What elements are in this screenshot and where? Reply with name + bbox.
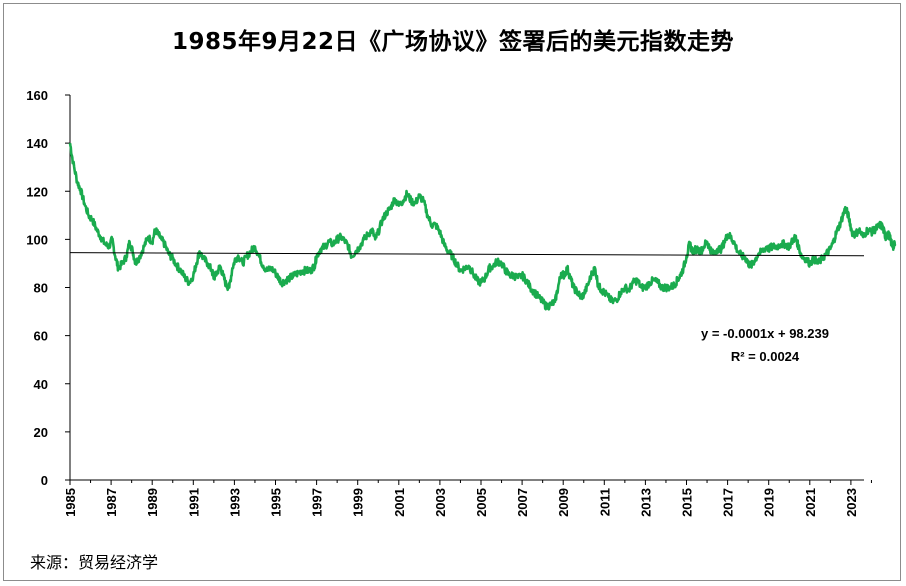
trendline-annotation: y = -0.0001x + 98.239 R² = 0.0024 xyxy=(701,326,829,364)
x-tick-label: 1985 xyxy=(63,488,78,517)
trendline-equation: y = -0.0001x + 98.239 xyxy=(701,326,829,341)
x-tick-label: 2023 xyxy=(844,488,859,517)
x-tick-label: 2001 xyxy=(392,488,407,517)
x-axis: 1985 1987 1989 1991 1993 1995 1997 1999 2001 2003… xyxy=(63,479,872,517)
x-tick-label: 2003 xyxy=(433,488,448,517)
y-tick-label: 20 xyxy=(34,425,48,440)
x-tick-label: 2019 xyxy=(762,488,777,517)
x-tick-label: 1995 xyxy=(269,488,284,517)
y-tick-label: 60 xyxy=(34,329,48,344)
y-tick-label: 140 xyxy=(26,136,48,151)
source-note: 来源：贸易经济学 xyxy=(30,553,159,572)
y-tick-label: 100 xyxy=(26,232,48,247)
trendline-r-squared: R² = 0.0024 xyxy=(731,349,800,364)
series-group xyxy=(68,142,897,311)
x-tick-label: 2009 xyxy=(556,488,571,517)
x-tick-label: 2007 xyxy=(515,488,530,517)
y-tick-label: 160 xyxy=(26,88,48,103)
y-tick-label: 0 xyxy=(41,473,48,488)
x-tick-label: 1991 xyxy=(186,488,201,517)
x-tick-label: 1987 xyxy=(104,488,119,517)
x-tick-label: 2017 xyxy=(721,488,736,517)
x-tick-label: 1989 xyxy=(145,488,160,517)
x-tick-label: 1997 xyxy=(310,488,325,517)
x-tick-label: 1999 xyxy=(351,488,366,517)
x-tick-label: 2011 xyxy=(597,488,612,516)
y-tick-label: 40 xyxy=(34,377,48,392)
x-tick-label: 2005 xyxy=(474,488,489,517)
x-tick-label: 1993 xyxy=(227,488,242,517)
trendline-group xyxy=(69,252,865,257)
y-tick-label: 120 xyxy=(26,184,48,199)
series-line-0 xyxy=(68,142,897,311)
x-tick-label: 2021 xyxy=(803,488,818,517)
y-axis: 0 20 40 60 80 100 120 140 160 xyxy=(26,88,71,488)
x-tick-label: 2015 xyxy=(680,488,695,517)
y-tick-label: 80 xyxy=(34,281,48,296)
trendline xyxy=(69,252,865,257)
x-tick-label: 2013 xyxy=(638,488,653,517)
chart-title: 1985年9月22日《广场协议》签署后的美元指数走势 xyxy=(171,29,735,55)
